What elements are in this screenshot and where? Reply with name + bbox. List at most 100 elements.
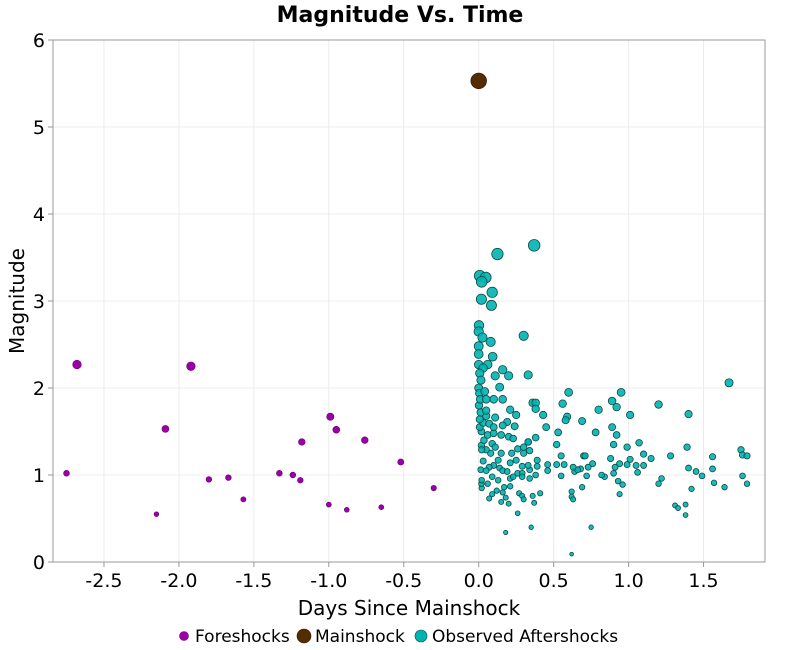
legend-marker-foreshocks [179, 631, 189, 641]
observed-aftershocks-point [487, 351, 498, 362]
observed-aftershocks-point [569, 463, 577, 471]
observed-aftershocks-point [508, 449, 516, 457]
observed-aftershocks-point [598, 471, 605, 479]
observed-aftershocks-point [527, 239, 541, 252]
observed-aftershocks-point [501, 484, 508, 491]
y-tick-label: 3 [33, 291, 45, 313]
observed-aftershocks-point [608, 423, 617, 432]
observed-aftershocks-point [619, 481, 626, 488]
observed-aftershocks-point [533, 462, 541, 470]
legend-label-foreshocks: Foreshocks [195, 627, 290, 647]
observed-aftershocks-point [494, 456, 502, 464]
x-axis-label: Days Since Mainshock [298, 596, 521, 620]
observed-aftershocks-point [581, 452, 589, 460]
observed-aftershocks-point [709, 453, 717, 461]
observed-aftershocks-point [498, 395, 507, 404]
observed-aftershocks-point [610, 469, 617, 477]
chart-title: Magnitude Vs. Time [277, 3, 524, 28]
observed-aftershocks-point [654, 400, 663, 409]
observed-aftershocks-point [532, 471, 539, 479]
observed-aftershocks-point [553, 461, 561, 468]
observed-aftershocks-point [502, 494, 509, 501]
observed-aftershocks-point [560, 461, 568, 468]
x-tick-label: 1.5 [688, 570, 718, 592]
observed-aftershocks-point [692, 468, 700, 475]
observed-aftershocks-point [561, 416, 570, 425]
foreshocks-point [205, 476, 213, 483]
foreshocks-point [161, 425, 170, 433]
foreshocks-point [240, 496, 247, 503]
data-points [63, 72, 751, 557]
foreshocks-point [298, 438, 306, 446]
observed-aftershocks-point [684, 410, 693, 419]
observed-aftershocks-point [557, 452, 565, 460]
observed-aftershocks-point [524, 438, 532, 446]
observed-aftershocks-point [544, 461, 552, 468]
foreshocks-point [186, 361, 196, 371]
x-tick-label: -2.5 [85, 570, 122, 592]
observed-aftershocks-point [698, 472, 706, 480]
observed-aftershocks-point [682, 512, 689, 518]
foreshocks-point [378, 504, 385, 510]
observed-aftershocks-point [616, 491, 623, 498]
observed-aftershocks-point [504, 371, 514, 381]
observed-aftershocks-point [614, 477, 622, 485]
x-axis-ticks: -2.5 -2.0 -1.5 -1.0 -0.5 0.0 0.5 1.0 1.5 [85, 562, 719, 592]
observed-aftershocks-point [626, 410, 635, 420]
observed-aftershocks-point [524, 462, 532, 469]
observed-aftershocks-point [491, 247, 504, 261]
observed-aftershocks-point [493, 487, 500, 494]
observed-aftershocks-point [512, 410, 521, 420]
observed-aftershocks-point [557, 472, 565, 480]
observed-aftershocks-point [503, 529, 509, 535]
observed-aftershocks-point [743, 452, 751, 460]
foreshocks-point [297, 477, 304, 484]
observed-aftershocks-point [498, 421, 507, 430]
observed-aftershocks-point [616, 388, 626, 397]
observed-aftershocks-point [632, 462, 640, 469]
observed-aftershocks-point [685, 464, 692, 472]
observed-aftershocks-point [478, 446, 486, 454]
observed-aftershocks-point [489, 395, 498, 404]
observed-aftershocks-point [626, 455, 634, 463]
foreshocks-point [332, 425, 341, 434]
observed-aftershocks-point [531, 433, 540, 442]
foreshocks-point [63, 470, 70, 477]
observed-aftershocks-point [542, 423, 551, 432]
observed-aftershocks-point [495, 382, 505, 392]
y-tick-label: 0 [33, 552, 45, 574]
observed-aftershocks-point [533, 456, 541, 464]
observed-aftershocks-point [721, 484, 728, 491]
observed-aftershocks-point [514, 445, 522, 453]
observed-aftershocks-point [554, 428, 562, 437]
foreshocks-point [225, 474, 232, 481]
observed-aftershocks-point [480, 387, 490, 396]
observed-aftershocks-point [640, 462, 648, 469]
observed-aftershocks-point [520, 443, 528, 451]
mainshock-point [470, 72, 487, 90]
legend-marker-observed-aftershocks [414, 629, 428, 643]
foreshocks-point [344, 507, 350, 513]
observed-aftershocks-point [612, 431, 621, 439]
observed-aftershocks-point [526, 475, 533, 482]
observed-aftershocks-point [609, 440, 618, 449]
observed-aftershocks-point [667, 452, 675, 460]
observed-aftershocks-point [482, 406, 491, 415]
observed-aftershocks-point [518, 473, 526, 481]
observed-aftershocks-point [528, 524, 534, 530]
observed-aftershocks-point [475, 293, 487, 305]
observed-aftershocks-point [578, 417, 587, 426]
y-tick-label: 5 [33, 117, 45, 139]
observed-aftershocks-point [489, 423, 498, 432]
legend: Foreshocks Mainshock Observed Aftershocks [179, 627, 618, 647]
observed-aftershocks-point [589, 460, 597, 468]
observed-aftershocks-point [488, 473, 496, 481]
observed-aftershocks-point [611, 463, 619, 471]
observed-aftershocks-point [489, 491, 496, 498]
observed-aftershocks-point [607, 454, 615, 462]
observed-aftershocks-point [539, 410, 548, 420]
y-tick-label: 2 [33, 378, 45, 400]
observed-aftershocks-point [507, 483, 514, 490]
observed-aftershocks-point [612, 402, 621, 412]
